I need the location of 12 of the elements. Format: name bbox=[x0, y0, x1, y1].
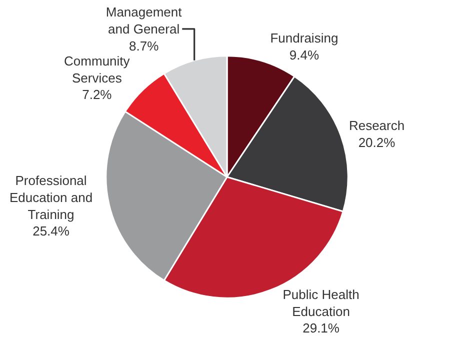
data-label: 25.4% bbox=[32, 224, 70, 239]
slice-label: Fundraising bbox=[270, 30, 338, 46]
data-label: 29.1% bbox=[302, 320, 340, 336]
slice-label: Community Services bbox=[64, 53, 130, 86]
slice-label: Research bbox=[348, 118, 405, 134]
data-label: 9.4% bbox=[289, 47, 320, 62]
slice-label: Management and General bbox=[106, 4, 182, 36]
data-label: 20.2% bbox=[358, 135, 396, 150]
slice-label: Public Health Education bbox=[282, 286, 360, 319]
slice-label: Professional Education and Training bbox=[9, 172, 93, 222]
data-label: 7.2% bbox=[82, 87, 112, 102]
data-label: 8.7% bbox=[128, 38, 160, 54]
